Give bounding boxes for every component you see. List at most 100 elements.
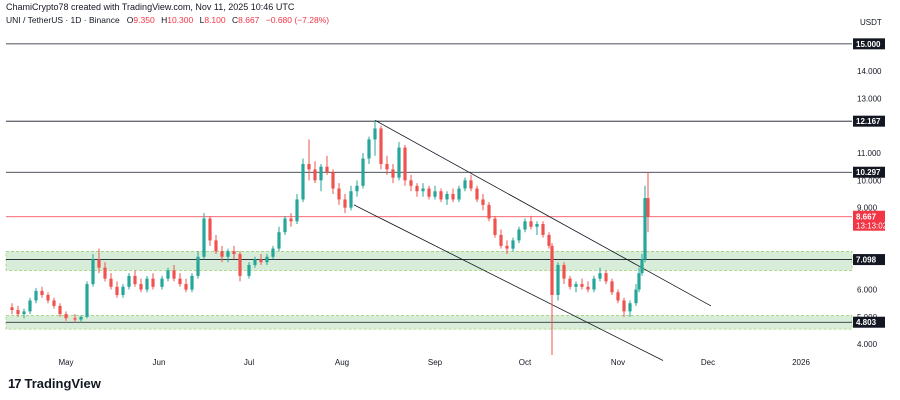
candle-body	[523, 221, 527, 230]
candle-body	[34, 290, 38, 301]
y-tick-label: 11.000	[857, 149, 881, 158]
candle-body	[79, 316, 83, 320]
candle-body	[616, 292, 620, 301]
candle-body	[259, 259, 263, 263]
candle-body	[592, 278, 596, 290]
candle-body	[145, 278, 149, 290]
y-tick-label: 6.000	[857, 286, 878, 295]
candle-body	[568, 278, 572, 287]
x-tick-label: Jul	[244, 358, 254, 367]
currency-label: USDT	[860, 18, 882, 27]
candle-body	[331, 172, 335, 189]
y-tick-label: 13.000	[857, 94, 882, 103]
candle-body	[550, 245, 554, 295]
x-tick-label: Aug	[335, 358, 349, 367]
price-label-text: 15.000	[856, 40, 881, 49]
channel-upper-line	[374, 119, 712, 307]
y-tick-label: 4.000	[857, 340, 878, 349]
candle-body	[541, 224, 545, 235]
price-label-box	[853, 38, 885, 50]
candle-body	[622, 300, 626, 312]
low-value: 8.100	[204, 15, 226, 25]
candle-body	[40, 290, 44, 295]
candle-body	[139, 284, 143, 290]
candle-body	[517, 229, 521, 241]
countdown-text: 13:13:02	[856, 222, 888, 231]
price-label-box	[853, 166, 885, 178]
candle-body	[121, 286, 125, 295]
candle-body	[64, 314, 68, 319]
candle-body	[643, 198, 647, 260]
candle-body	[343, 199, 347, 208]
candle-body	[232, 251, 236, 255]
candle-body	[451, 193, 455, 200]
candle-body	[469, 180, 473, 189]
candle-body	[634, 289, 638, 304]
support-zone	[5, 251, 853, 271]
open-key: O	[126, 15, 134, 25]
candle-body	[604, 273, 608, 282]
y-tick-label: 14.000	[857, 67, 882, 76]
candle-body	[403, 147, 407, 181]
candle-body	[109, 278, 113, 287]
candle-body	[439, 191, 443, 200]
candle-body	[487, 204, 491, 219]
candle-body	[253, 259, 257, 265]
candle-body	[562, 264, 566, 279]
x-tick-label: May	[58, 358, 73, 367]
candle-body	[349, 191, 353, 208]
candle-body	[103, 267, 107, 279]
change-value: −0.680 (−7.28%)	[265, 15, 330, 25]
candle-body	[196, 256, 200, 276]
candle-body	[433, 191, 437, 197]
candle-body	[574, 284, 578, 287]
open-value: 9.350	[133, 15, 155, 25]
close-value: 8.667	[238, 15, 260, 25]
price-label-text: 4.803	[856, 318, 877, 327]
candle-body	[289, 218, 293, 222]
candle-body	[628, 303, 632, 312]
high-value: 10.300	[167, 15, 194, 25]
candle-body	[421, 188, 425, 192]
candle-body	[220, 251, 224, 257]
candle-body	[247, 264, 251, 276]
candle-body	[166, 270, 170, 279]
price-label-text: 12.167	[856, 117, 881, 126]
candle-body	[91, 259, 95, 285]
candle-body	[214, 240, 218, 252]
price-label-text: 7.098	[856, 256, 877, 265]
price-label-box	[853, 316, 885, 328]
symbol-label: UNI / TetherUS · 1D · Binance	[6, 15, 120, 25]
candle-body	[457, 188, 461, 200]
x-tick-label: Oct	[519, 358, 532, 367]
candle-body	[337, 188, 341, 200]
candle-body	[238, 254, 242, 276]
candle-body	[409, 180, 413, 186]
candle-body	[586, 286, 590, 290]
y-tick-label: 9.000	[857, 204, 878, 213]
candle-body	[265, 256, 269, 263]
candle-body	[271, 248, 275, 257]
candle-body	[535, 224, 539, 227]
candle-body	[445, 193, 449, 200]
candle-body	[391, 169, 395, 178]
candle-body	[511, 240, 515, 249]
current-price-text: 8.667	[856, 213, 877, 222]
candle-body	[46, 295, 50, 301]
candle-body	[355, 185, 359, 192]
x-tick-label: Nov	[611, 358, 625, 367]
candle-body	[580, 284, 584, 287]
candle-body	[283, 218, 287, 233]
candle-body	[28, 300, 32, 312]
candle-body	[427, 188, 431, 197]
candle-body	[97, 259, 101, 268]
candle-body	[529, 221, 533, 227]
candle-body	[58, 305, 62, 315]
candle-body	[547, 234, 551, 246]
channel-lower-line	[353, 204, 664, 361]
candle-body	[160, 278, 164, 287]
candle-body	[85, 284, 89, 317]
candle-body	[202, 218, 206, 257]
candle-body	[172, 270, 176, 279]
